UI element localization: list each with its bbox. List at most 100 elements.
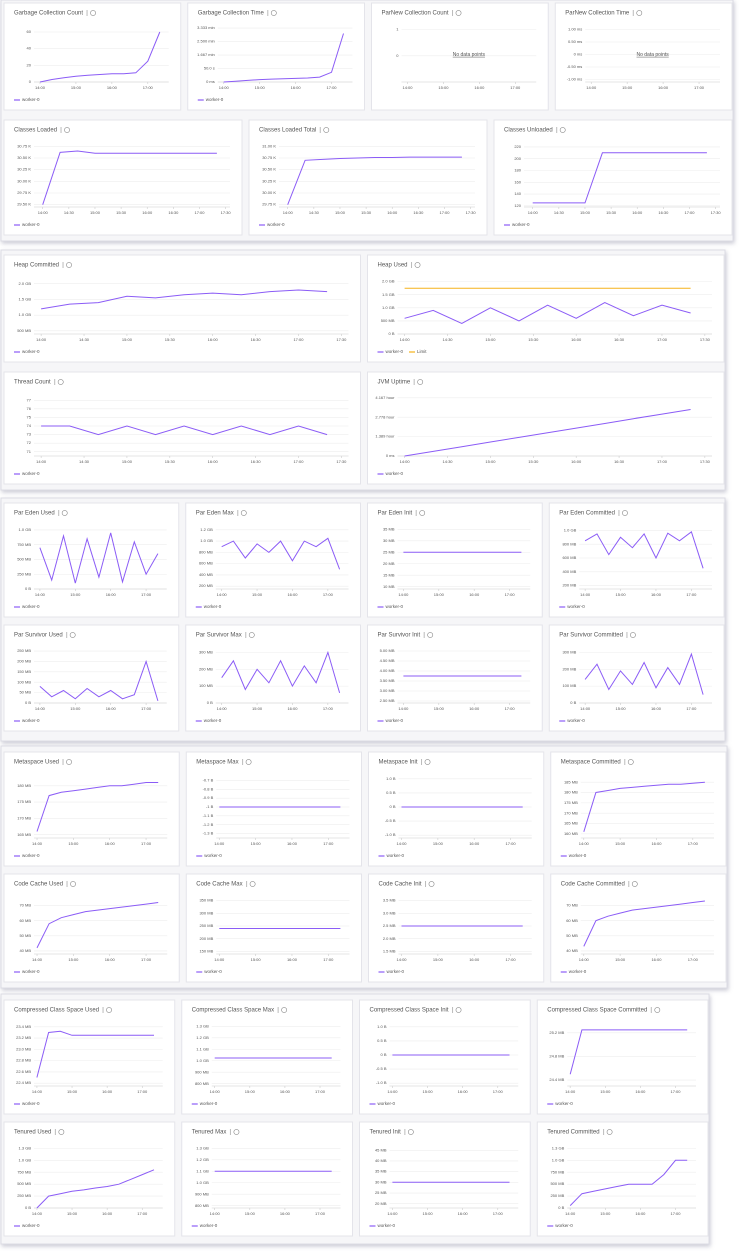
x-tick-label: 15:00: [485, 337, 496, 342]
y-tick-label: 50.0 s: [204, 66, 215, 71]
x-tick-label: 16:00: [635, 1089, 646, 1094]
y-tick-label: 2.500 min: [197, 39, 215, 44]
x-tick-label: 15:00: [622, 85, 633, 90]
x-tick-label: 17:00: [493, 1089, 504, 1094]
y-tick-label: 0 B: [25, 586, 31, 591]
x-tick-label: 17:00: [323, 592, 334, 597]
y-tick-label: 0 ms: [574, 52, 583, 57]
y-tick-label: 50 MB: [566, 933, 578, 938]
x-tick-label: 15:00: [423, 1089, 434, 1094]
x-tick-label: 16:00: [635, 1211, 646, 1216]
y-tick-label: 120: [514, 203, 521, 208]
chart-card: [3, 254, 361, 363]
x-tick-label: 14:30: [554, 210, 565, 215]
x-tick-label: 14:00: [586, 85, 597, 90]
y-tick-label: 40 MB: [566, 948, 578, 953]
info-icon: [455, 1007, 462, 1013]
x-tick-label: 16:00: [142, 210, 153, 215]
chart-card: [248, 119, 488, 236]
info-icon: [428, 881, 435, 887]
y-tick-label: 1.5 MB: [383, 949, 396, 954]
x-tick-label: 14:00: [35, 592, 46, 597]
legend-label: worker-0: [267, 222, 285, 227]
y-tick-label: 70 MB: [19, 903, 31, 908]
chart-card: [3, 119, 243, 236]
y-tick-label: -0.50 ms: [567, 64, 583, 69]
y-tick-label: 250 MB: [550, 1193, 564, 1198]
chart-card: [3, 1121, 176, 1237]
x-tick-label: 16:30: [168, 210, 179, 215]
chart-card: [367, 371, 725, 485]
x-tick-label: 17:00: [327, 85, 338, 90]
y-tick-label: 71: [27, 449, 32, 454]
series-line: [221, 650, 341, 694]
x-tick-label: 14:00: [397, 957, 408, 962]
y-tick-label: 750 MB: [17, 542, 31, 547]
x-tick-label: 15:00: [70, 592, 81, 597]
x-tick-label: 15:30: [606, 210, 617, 215]
y-tick-label: 40 MB: [19, 948, 31, 953]
x-tick-label: 17:00: [137, 1089, 148, 1094]
y-tick-label: 3.00 MB: [380, 688, 395, 693]
info-icon: [106, 1007, 112, 1013]
series-line: [36, 1169, 155, 1209]
y-tick-label: 50 MB: [19, 933, 31, 938]
y-tick-label: 600 MB: [562, 555, 576, 560]
x-tick-label: 16:00: [208, 459, 219, 464]
info-icon: [559, 127, 566, 133]
x-tick-label: 17:00: [323, 841, 334, 846]
chart-title: Classes Loaded Total: [259, 128, 316, 134]
legend-label: worker-0: [386, 604, 404, 609]
series-line: [221, 537, 341, 570]
y-tick-label: 30 MB: [383, 538, 395, 543]
info-icon: [455, 10, 462, 16]
x-tick-label: 16:00: [469, 706, 480, 711]
x-tick-label: 17:00: [671, 1089, 682, 1094]
no-data-note: No data points: [453, 52, 486, 58]
x-tick-label: 14:30: [309, 210, 320, 215]
y-tick-label: 1.5 GB: [19, 296, 32, 301]
y-tick-label: 180 MB: [17, 783, 31, 788]
x-tick-label: 17:30: [711, 210, 722, 215]
x-tick-label: 14:00: [36, 459, 47, 464]
x-tick-label: 15:00: [245, 1211, 256, 1216]
y-tick-label: 200 MB: [17, 659, 31, 664]
x-tick-label: 14:00: [397, 841, 408, 846]
chart-card: [3, 371, 361, 485]
chart-card: [3, 751, 180, 867]
y-tick-label: 1.0 B: [377, 1024, 387, 1029]
y-tick-label: 20 MB: [383, 561, 395, 566]
y-tick-label: 0 B: [558, 1205, 564, 1210]
x-tick-label: 17:00: [505, 592, 516, 597]
y-tick-label: 30.75 K: [262, 155, 276, 160]
y-tick-label: 150 MB: [17, 669, 31, 674]
info-icon: [270, 10, 277, 16]
y-tick-label: 3.50 MB: [380, 678, 395, 683]
x-tick-label: 14:00: [217, 706, 228, 711]
y-tick-label: 25 MB: [383, 549, 395, 554]
y-tick-label: 900 MB: [195, 1191, 209, 1196]
y-tick-label: 25.2 MB: [549, 1030, 564, 1035]
x-tick-label: 17:30: [700, 337, 711, 342]
y-tick-label: 800 MB: [562, 541, 576, 546]
chart-title: JVM Uptime: [378, 380, 411, 386]
x-tick-label: 14:30: [64, 210, 75, 215]
x-tick-label: 16:00: [458, 1089, 469, 1094]
x-tick-label: 16:00: [469, 592, 480, 597]
y-tick-label: 220: [514, 144, 521, 149]
series-line: [404, 302, 691, 325]
y-tick-label: 2.50 MB: [380, 698, 395, 703]
x-tick-label: 17:00: [506, 957, 517, 962]
y-tick-label: 250 MB: [17, 571, 31, 576]
chart-title: Code Cache Max: [196, 882, 242, 888]
y-tick-label: 800 MB: [199, 549, 213, 554]
chart-title: Metaspace Used: [14, 760, 59, 766]
y-tick-label: 0 B: [389, 804, 395, 809]
legend-label: worker-0: [386, 718, 404, 723]
x-tick-label: 15:00: [433, 957, 444, 962]
y-tick-label: 165 MB: [17, 832, 31, 837]
y-tick-label: 800 MB: [195, 1203, 209, 1208]
y-tick-label: 23.0 MB: [16, 1046, 31, 1051]
x-tick-label: 17:00: [315, 1089, 326, 1094]
x-tick-label: 14:00: [579, 841, 590, 846]
